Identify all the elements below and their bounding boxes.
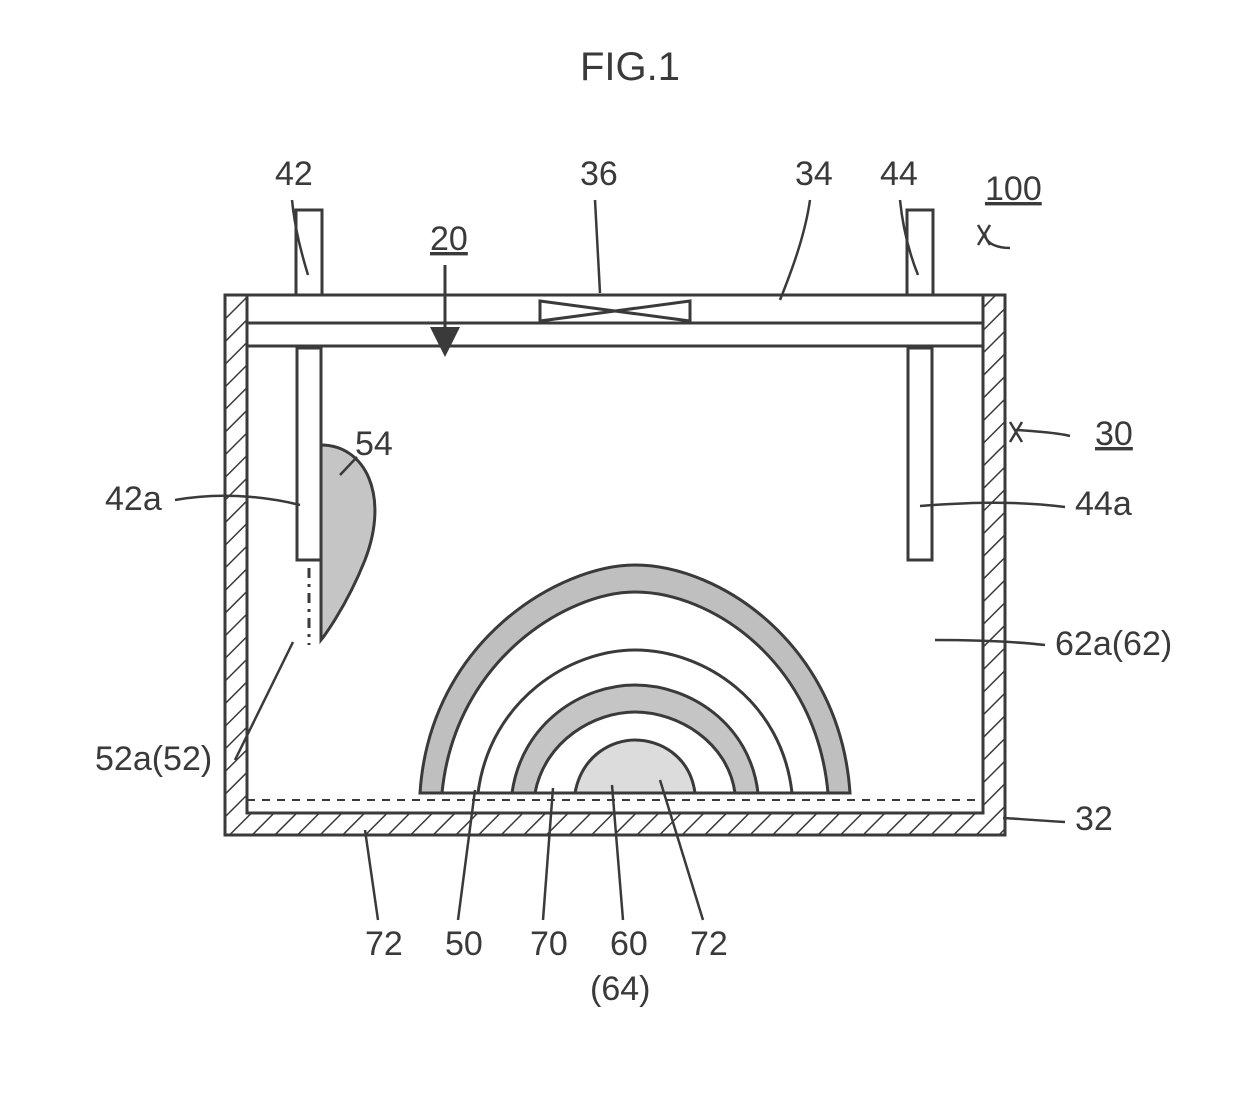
label-l20: 20	[430, 220, 468, 258]
electrode-assembly-domes	[420, 565, 850, 793]
leader-ld34	[780, 200, 810, 300]
leader-ld72a	[365, 830, 378, 920]
label-l70: 70	[530, 925, 568, 963]
leader-ld60	[612, 785, 623, 920]
figure-diagram: FIG.1 42 36 34 44 100 20 30 54 42a 44a 62a(62) 52a(…	[0, 0, 1240, 1105]
label-l44: 44	[880, 155, 918, 193]
label-l42: 42	[275, 155, 313, 193]
label-l36: 36	[580, 155, 618, 193]
label-l34: 34	[795, 155, 833, 193]
label-l54: 54	[355, 425, 393, 463]
label-l62a: 62a(62)	[1055, 625, 1172, 663]
collector-44a	[908, 348, 932, 560]
leader-ld32	[1003, 818, 1065, 822]
label-l100: 100	[985, 170, 1042, 208]
label-l42a: 42a	[105, 480, 162, 518]
label-l72b: 72	[690, 925, 728, 963]
label-l32: 32	[1075, 800, 1113, 838]
leader-ld72b	[660, 780, 703, 920]
region-54	[321, 445, 375, 640]
figure-title: FIG.1	[580, 45, 680, 89]
collector-42a	[297, 348, 321, 560]
leader-ld70	[543, 788, 553, 920]
leader-ld30	[1010, 422, 1070, 442]
label-l44a: 44a	[1075, 485, 1132, 523]
label-l64: (64)	[590, 970, 650, 1008]
label-l50: 50	[445, 925, 483, 963]
leader-ld36	[595, 200, 600, 293]
leader-ld50	[458, 790, 475, 920]
terminal-42	[296, 210, 322, 295]
label-l72a: 72	[365, 925, 403, 963]
label-l60: 60	[610, 925, 648, 963]
label-l30: 30	[1095, 415, 1133, 453]
label-l52a: 52a(52)	[95, 740, 212, 778]
leader-ld100	[978, 225, 1010, 248]
